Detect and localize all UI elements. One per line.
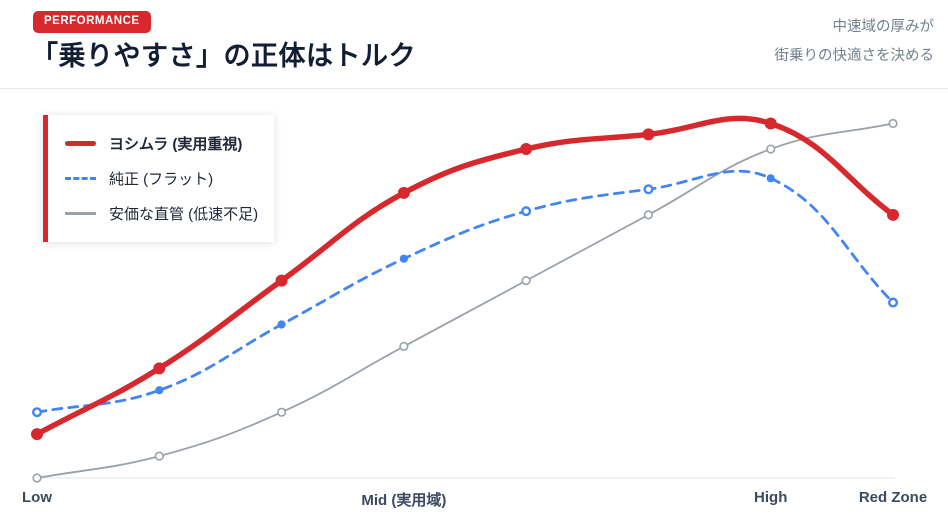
series-point-yoshimura	[153, 362, 166, 375]
series-point-yoshimura	[275, 274, 288, 287]
series-point-straight-pipe	[766, 144, 776, 154]
series-point-straight-pipe	[643, 210, 654, 220]
legend-swatch-stock-dashed-line-icon	[65, 177, 96, 180]
series-point-yoshimura	[887, 208, 899, 221]
legend-swatch-straight-pipe-line-icon	[65, 212, 96, 215]
series-line-yoshimura	[34, 115, 896, 437]
series-point-stock	[32, 407, 43, 418]
page-title: 「乗りやすさ」の正体はトルク	[31, 41, 416, 71]
series-point-straight-pipe	[32, 473, 42, 483]
legend-item-stock: 純正 (フラット)	[65, 161, 264, 196]
series-point-stock	[155, 386, 164, 395]
series-line-straight-pipe	[36, 122, 894, 479]
series-point-stock	[521, 206, 532, 217]
series-point-yoshimura	[520, 143, 533, 156]
legend-swatch-yoshimura-line-icon	[65, 141, 96, 146]
series-point-stock	[643, 184, 654, 195]
series-point-straight-pipe	[154, 451, 164, 461]
series-point-straight-pipe	[888, 118, 898, 129]
series-point-yoshimura	[397, 186, 410, 199]
chart-canvas	[31, 115, 899, 483]
series-point-yoshimura	[31, 428, 43, 441]
legend-item-yoshimura: ヨシムラ (実用重視)	[65, 126, 264, 161]
x-axis-label: Mid (実用域)	[361, 492, 447, 509]
x-axis-label: Low	[22, 489, 52, 506]
legend-label: 純正 (フラット)	[109, 171, 214, 188]
series-point-stock	[888, 297, 899, 308]
x-axis-label: Red Zone	[858, 489, 928, 506]
legend-item-straight-pipe: 安価な直管 (低速不足)	[65, 196, 264, 231]
series-point-straight-pipe	[276, 407, 287, 417]
performance-badge: PERFORMANCE	[33, 11, 151, 33]
series-point-yoshimura	[642, 128, 655, 141]
chart-legend: ヨシムラ (実用重視) 純正 (フラット) 安価な直管 (低速不足)	[43, 115, 274, 242]
legend-label: 安価な直管 (低速不足)	[109, 206, 259, 223]
series-point-yoshimura	[764, 117, 777, 130]
series-point-straight-pipe	[399, 341, 409, 352]
header-divider	[0, 88, 948, 89]
series-point-stock	[277, 320, 286, 329]
annotation-line: 中速域の厚みが	[832, 19, 935, 35]
series-point-stock	[766, 174, 775, 183]
series-point-straight-pipe	[521, 276, 531, 286]
legend-label: ヨシムラ (実用重視)	[109, 136, 243, 153]
x-axis-label: High	[754, 489, 788, 506]
torque-chart: Low Mid (実用域) High Red Zone ヨシムラ (実用重視) 純正 …	[0, 90, 948, 530]
header-annotation: 中速域の厚みが 街乗りの快適さを決める	[775, 13, 935, 71]
series-point-stock	[399, 254, 408, 263]
annotation-line: 街乗りの快適さを決める	[774, 48, 935, 64]
